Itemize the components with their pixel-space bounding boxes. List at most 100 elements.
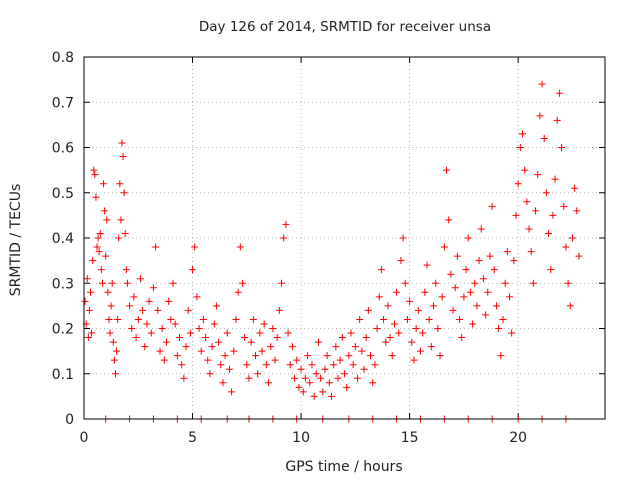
data-point (251, 352, 259, 360)
data-point (425, 315, 433, 323)
data-point (243, 361, 251, 369)
data-point (501, 279, 509, 287)
data-point (121, 229, 129, 237)
data-point (93, 243, 101, 251)
data-point (118, 139, 126, 147)
data-point (107, 302, 115, 310)
data-point (388, 352, 396, 360)
data-point (258, 347, 266, 355)
data-point (566, 302, 574, 310)
data-point (87, 288, 95, 296)
data-point (234, 288, 242, 296)
data-point (542, 189, 550, 197)
data-point (362, 334, 370, 342)
data-point (304, 352, 312, 360)
data-point (564, 279, 572, 287)
data-point (180, 374, 188, 382)
data-point (529, 279, 537, 287)
data-point (117, 216, 125, 224)
data-point (119, 153, 127, 161)
data-point (395, 329, 403, 337)
data-point (371, 361, 379, 369)
data-point (312, 370, 320, 378)
data-point (568, 234, 576, 242)
data-point (492, 302, 500, 310)
data-point (269, 325, 277, 332)
data-point (278, 279, 286, 287)
x-tick-label: 5 (188, 430, 197, 446)
data-point (338, 334, 346, 342)
data-point (90, 166, 98, 174)
data-point (238, 279, 246, 287)
data-point (212, 302, 220, 310)
data-point (382, 338, 390, 346)
data-point (471, 279, 479, 287)
data-point (330, 361, 338, 369)
data-point (414, 306, 422, 314)
data-point (488, 202, 496, 210)
x-tick-label: 20 (509, 430, 527, 446)
data-point (256, 329, 264, 337)
data-point (101, 207, 109, 215)
data-point (122, 266, 130, 274)
data-point (156, 347, 164, 355)
data-point (412, 325, 420, 332)
data-point (105, 315, 113, 323)
data-point (423, 261, 431, 269)
data-point (397, 257, 405, 265)
data-point (84, 334, 92, 342)
data-point (123, 279, 131, 287)
axes: 0 0.1 0.2 0.3 0.4 0.5 0.6 0.7 0.8 0 5 10 15 20 (52, 50, 605, 446)
y-tick-label: 0.1 (52, 367, 74, 383)
y-tick-label: 0.2 (52, 322, 74, 338)
data-point (571, 184, 579, 192)
data-point (301, 374, 309, 382)
data-point (291, 374, 299, 382)
data-point (325, 379, 333, 387)
data-point (516, 144, 524, 151)
data-point (373, 325, 381, 332)
data-point (473, 302, 481, 310)
data-point (241, 334, 249, 342)
data-point (403, 315, 411, 323)
data-point (91, 171, 99, 179)
data-point (158, 325, 166, 332)
data-point (182, 343, 190, 351)
data-point (479, 275, 487, 283)
data-point (560, 202, 568, 210)
data-point (558, 144, 566, 151)
data-point (380, 315, 388, 323)
chart-title: Day 126 of 2014, SRMTID for receiver uns… (199, 19, 491, 35)
data-point (358, 347, 366, 355)
data-point (215, 338, 223, 346)
data-point (462, 266, 470, 274)
data-point (232, 315, 240, 323)
data-point (453, 252, 461, 260)
data-point (410, 356, 418, 364)
data-point (449, 306, 457, 314)
data-point (416, 347, 424, 355)
data-point (351, 343, 359, 351)
data-point (421, 288, 429, 296)
data-point (390, 320, 398, 328)
data-point (334, 374, 342, 382)
data-point (96, 229, 104, 237)
data-point (97, 266, 105, 274)
data-point (367, 352, 375, 360)
data-point (297, 365, 305, 373)
data-point (186, 329, 194, 337)
data-point (160, 356, 168, 364)
x-tick-label: 0 (80, 430, 89, 446)
data-point (193, 293, 201, 301)
data-point (100, 180, 108, 188)
data-point (341, 370, 348, 378)
data-point (327, 392, 335, 400)
data-point (575, 252, 583, 260)
data-point (519, 130, 527, 138)
data-point (434, 325, 442, 332)
data-point (573, 207, 581, 215)
data-point (176, 334, 184, 342)
data-point (120, 189, 128, 197)
data-point (495, 325, 503, 332)
